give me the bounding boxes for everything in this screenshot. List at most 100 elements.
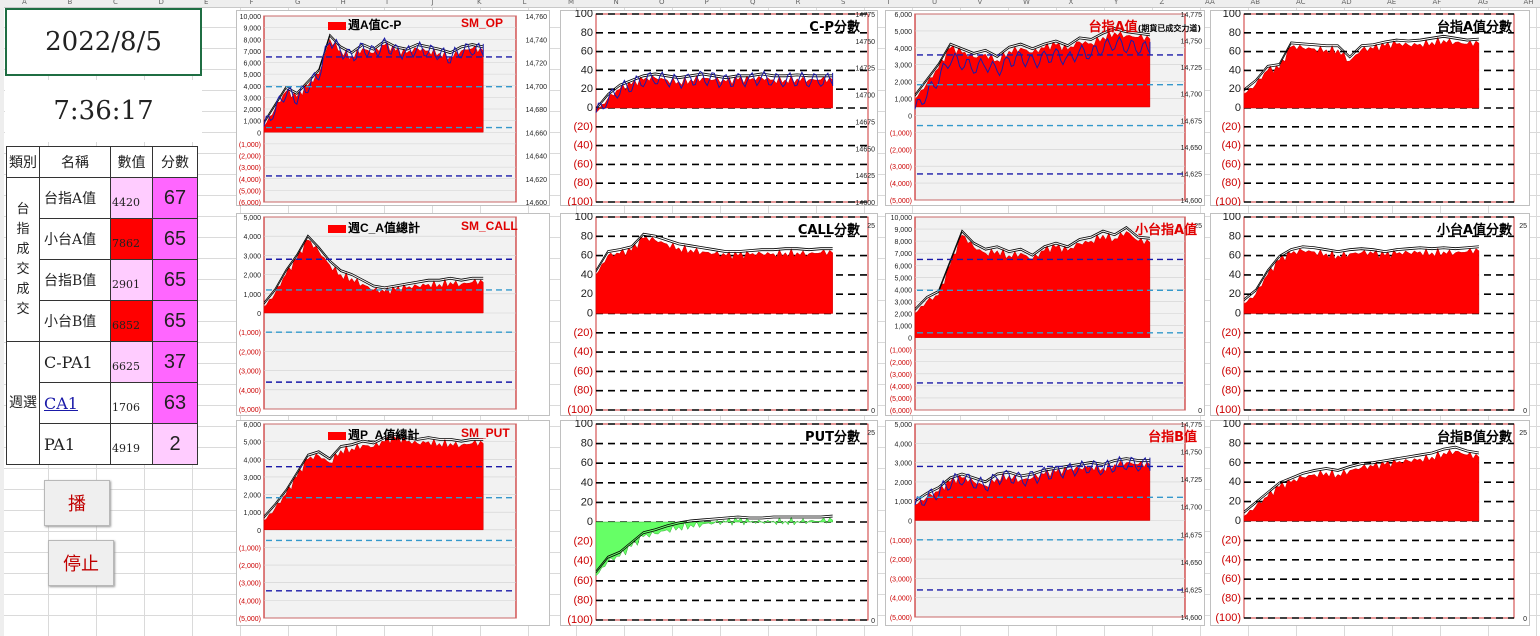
column-letter[interactable]: AA bbox=[1205, 0, 1215, 6]
column-letter[interactable]: V bbox=[977, 0, 983, 6]
column-letter[interactable]: X bbox=[1068, 0, 1074, 6]
row-name-link[interactable]: CA1 bbox=[39, 382, 111, 424]
y-tick-label: 5,000 bbox=[243, 215, 261, 222]
y-tick-label: 0 bbox=[1235, 308, 1241, 320]
y-tick-label: 9,000 bbox=[894, 227, 912, 234]
column-letter[interactable]: P bbox=[704, 0, 709, 6]
column-letter[interactable]: J bbox=[431, 0, 434, 6]
y2-tick-label: 0 bbox=[1523, 408, 1527, 415]
column-letter[interactable]: N bbox=[613, 0, 619, 6]
row-score[interactable]: 37 bbox=[152, 341, 198, 383]
chart-c6[interactable]: 100 80 60 40 20 0 (20) (40) (60) (80) (100) 25 0 CALL… bbox=[560, 213, 878, 416]
table-row[interactable]: CA1 1706 63 bbox=[7, 382, 198, 424]
column-letter[interactable]: S bbox=[841, 0, 846, 6]
category-weekly[interactable]: 週選 bbox=[6, 341, 40, 465]
chart-c7[interactable]: 10,000 9,000 8,000 7,000 6,000 5,000 4,000 3,00… bbox=[885, 213, 1205, 416]
category-char: 成 bbox=[16, 281, 30, 297]
table-row[interactable]: 週選 C-PA1 6625 37 bbox=[6, 341, 198, 465]
column-letter[interactable]: B bbox=[67, 0, 73, 6]
time-cell[interactable]: 7:36:17 bbox=[5, 80, 202, 142]
column-letter[interactable]: AG bbox=[1478, 0, 1489, 6]
column-letter[interactable]: R bbox=[795, 0, 801, 6]
y-tick-label: 0 bbox=[257, 311, 261, 318]
y-tick-label: (60) bbox=[1221, 573, 1241, 585]
chart-c8[interactable]: 100 80 60 40 20 0 (20) (40) (60) (80) (100) 25 0 小台A值… bbox=[1210, 213, 1530, 416]
column-letter[interactable]: F bbox=[249, 0, 254, 6]
row-name[interactable]: C-PA1 bbox=[39, 341, 111, 383]
category-futures[interactable]: 台指成交成交 bbox=[6, 177, 40, 342]
column-letter[interactable]: L bbox=[522, 0, 527, 6]
column-letter[interactable]: AD bbox=[1341, 0, 1352, 6]
column-letter[interactable]: AH bbox=[1523, 0, 1534, 6]
y-tick-label: 3,000 bbox=[243, 475, 261, 482]
y-tick-label: 20 bbox=[1229, 83, 1241, 95]
y-tick-label: (80) bbox=[1221, 593, 1241, 605]
chart-c10[interactable]: 100 80 60 40 20 0 (20) (40) (60) (80) (100) 25 0 PUT分… bbox=[560, 420, 878, 626]
row-name[interactable]: 小台B值 bbox=[39, 300, 111, 342]
y-tick-label: 0 bbox=[587, 102, 593, 114]
play-button[interactable]: 播 bbox=[44, 480, 110, 526]
stop-button[interactable]: 停止 bbox=[48, 540, 114, 586]
column-letter[interactable]: A bbox=[22, 0, 27, 6]
chart-c1[interactable]: 10,000 9,000 8,000 7,000 6,000 5,000 4,000 3,00… bbox=[236, 10, 550, 206]
column-letter[interactable]: T bbox=[886, 0, 891, 6]
table-row[interactable]: 台指B值 2901 65 bbox=[7, 259, 198, 301]
row-score[interactable]: 65 bbox=[152, 300, 198, 342]
column-letter[interactable]: D bbox=[158, 0, 164, 6]
column-letter[interactable]: E bbox=[204, 0, 209, 6]
row-score[interactable]: 65 bbox=[152, 259, 198, 301]
row-value[interactable]: 4420 bbox=[110, 177, 153, 219]
y-tick-label: 9,000 bbox=[243, 26, 261, 33]
column-letter[interactable]: H bbox=[340, 0, 346, 6]
row-name[interactable]: 台指A值 bbox=[39, 177, 111, 219]
chart-c11[interactable]: 5,000 4,000 3,000 2,000 1,000 0 (1,000) (2,000)… bbox=[885, 420, 1205, 626]
column-letter[interactable]: K bbox=[477, 0, 482, 6]
row-value[interactable]: 4919 bbox=[110, 423, 153, 465]
chart-title: C-P分數 bbox=[809, 16, 860, 35]
chart-c2[interactable]: 100 80 60 40 20 0 (20) (40) (60) (80) (100) 14775 14… bbox=[560, 10, 878, 206]
y2-tick-label: 14,675 bbox=[1181, 532, 1203, 539]
row-value[interactable]: 6852 bbox=[110, 300, 153, 342]
row-score[interactable]: 2 bbox=[152, 423, 198, 465]
row-score[interactable]: 67 bbox=[152, 177, 198, 219]
column-letter[interactable]: M bbox=[568, 0, 575, 6]
chart-c9[interactable]: 6,000 5,000 4,000 3,000 2,000 1,000 0 (1,000) (2… bbox=[236, 420, 550, 626]
column-letter[interactable]: AF bbox=[1432, 0, 1442, 6]
column-letter[interactable]: O bbox=[659, 0, 665, 6]
row-value[interactable]: 1706 bbox=[110, 382, 153, 424]
row-name[interactable]: 台指B值 bbox=[39, 259, 111, 301]
row-name[interactable]: 小台A值 bbox=[39, 218, 111, 260]
chart-svg: 6,000 5,000 4,000 3,000 2,000 1,000 0 (1,000) (2… bbox=[236, 420, 550, 626]
category-char: 交 bbox=[16, 301, 30, 317]
column-letter[interactable]: Q bbox=[750, 0, 756, 6]
chart-c4[interactable]: 100 80 60 40 20 0 (20) (40) (60) (80) (100) 台指A值分數 bbox=[1210, 10, 1530, 206]
column-letter[interactable]: AB bbox=[1250, 0, 1261, 6]
y-tick-label: (100) bbox=[567, 196, 593, 206]
y-tick-label: 4,000 bbox=[243, 84, 261, 91]
table-row[interactable]: PA1 4919 2 bbox=[7, 423, 198, 465]
column-letter[interactable]: AE bbox=[1387, 0, 1397, 6]
chart-c12[interactable]: 100 80 60 40 20 0 (20) (40) (60) (80) (100) 25 0 台指B值… bbox=[1210, 420, 1530, 626]
column-letter[interactable]: W bbox=[1023, 0, 1030, 6]
category-char: 成 bbox=[16, 241, 30, 257]
row-name[interactable]: PA1 bbox=[39, 423, 111, 465]
chart-c5[interactable]: 5,000 4,000 3,000 2,000 1,000 0 (1,000) (2,000)… bbox=[236, 213, 550, 416]
row-value[interactable]: 6625 bbox=[110, 341, 153, 383]
column-letter[interactable]: Y bbox=[1114, 0, 1119, 6]
column-letter[interactable]: Z bbox=[1159, 0, 1165, 6]
row-value[interactable]: 7862 bbox=[110, 218, 153, 260]
table-row[interactable]: 小台B值 6852 65 bbox=[7, 300, 198, 342]
table-row[interactable]: 小台A值 7862 65 bbox=[7, 218, 198, 260]
date-cell[interactable]: 2022/8/5 bbox=[5, 8, 202, 76]
column-letter[interactable]: G bbox=[295, 0, 301, 6]
row-score[interactable]: 63 bbox=[152, 382, 198, 424]
row-value[interactable]: 2901 bbox=[110, 259, 153, 301]
column-letter[interactable]: U bbox=[932, 0, 938, 6]
column-letter[interactable]: I bbox=[386, 0, 389, 6]
column-letter[interactable]: C bbox=[113, 0, 118, 6]
column-letter[interactable]: AC bbox=[1296, 0, 1306, 6]
chart-c3[interactable]: 6,000 5,000 4,000 3,000 2,000 1,000 0 (1,000) (2… bbox=[885, 10, 1205, 206]
table-row[interactable]: 台指成交成交 台指A值 4420 67 bbox=[6, 177, 198, 342]
chart-svg: 100 80 60 40 20 0 (20) (40) (60) (80) (100) 25 0 bbox=[1210, 420, 1530, 626]
row-score[interactable]: 65 bbox=[152, 218, 198, 260]
